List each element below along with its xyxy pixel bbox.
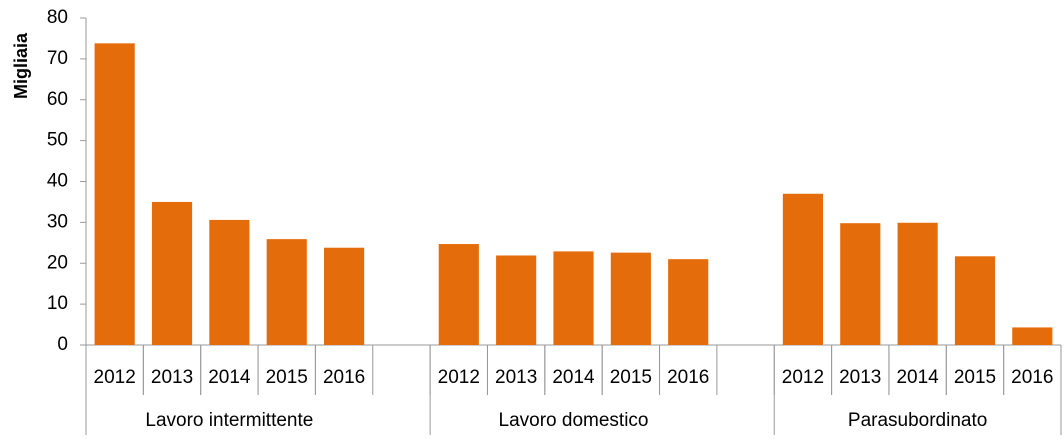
bar: [1012, 327, 1053, 345]
x-tick-label: 2015: [610, 367, 652, 388]
x-tick-label: 2016: [1011, 367, 1053, 388]
bar: [610, 252, 651, 345]
x-tick-label: 2016: [323, 367, 365, 388]
bar: [496, 255, 537, 345]
y-tick-label: 30: [47, 211, 68, 232]
y-tick-label: 60: [47, 89, 68, 110]
x-tick-label: 2016: [667, 367, 709, 388]
group-label: Lavoro intermittente: [145, 410, 313, 431]
y-tick-label: 0: [57, 334, 68, 355]
y-tick-label: 50: [47, 130, 68, 151]
bar: [553, 251, 594, 345]
x-tick-label: 2012: [782, 367, 824, 388]
x-tick-label: 2014: [208, 367, 251, 388]
x-tick-label: 2013: [151, 367, 193, 388]
y-tick-label: 40: [47, 171, 68, 192]
x-tick-label: 2012: [438, 367, 480, 388]
x-tick-label: 2014: [896, 367, 939, 388]
bar: [840, 223, 881, 345]
y-axis-label: Migliaia: [11, 32, 31, 99]
y-tick-label: 70: [47, 48, 68, 69]
x-tick-label: 2015: [266, 367, 308, 388]
bar: [266, 239, 307, 345]
x-tick-label: 2015: [954, 367, 996, 388]
x-tick-label: 2012: [94, 367, 136, 388]
bar: [438, 244, 479, 345]
x-tick-label: 2014: [552, 367, 595, 388]
bar: [209, 219, 250, 345]
bar: [897, 222, 938, 345]
x-tick-label: 2013: [495, 367, 537, 388]
group-label: Lavoro domestico: [499, 410, 649, 431]
group-label: Parasubordinato: [848, 410, 987, 431]
bar: [668, 259, 709, 345]
bar: [782, 193, 823, 345]
bar: [324, 247, 365, 345]
y-tick-label: 10: [47, 293, 68, 314]
y-tick-label: 20: [47, 252, 68, 273]
bar: [94, 43, 135, 345]
x-tick-label: 2013: [839, 367, 881, 388]
y-tick-label: 80: [47, 7, 68, 28]
bar: [151, 201, 193, 345]
bar: [954, 256, 996, 345]
